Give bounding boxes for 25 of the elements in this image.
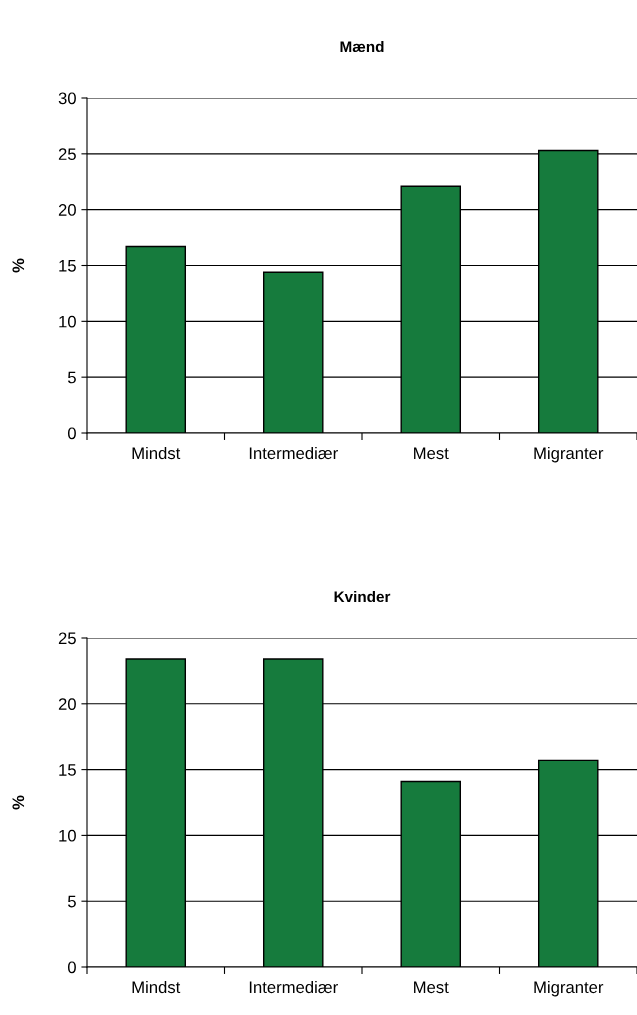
y-tick-label: 10 [59, 829, 76, 842]
y-tick-label: 5 [67, 895, 76, 908]
y-tick-label: 15 [59, 260, 76, 272]
y-tick-label: 20 [58, 698, 76, 710]
y-axis-title: % [12, 795, 25, 810]
y-tick-label: 15 [59, 764, 76, 776]
y-tick-label: 0 [67, 427, 76, 440]
y-tick-label: 5 [67, 371, 76, 384]
x-tick-label: Mest [414, 447, 449, 460]
x-tick-label: Migranter [534, 446, 604, 463]
y-tick-label: 20 [58, 204, 76, 216]
x-tick-label: Intermediær [249, 980, 338, 994]
x-tick-label: Mindst [132, 980, 181, 994]
x-tick-label: Migranter [534, 980, 604, 997]
y-tick-label: 25 [58, 148, 76, 161]
y-axis-title: % [12, 258, 25, 273]
y-tick-label: 0 [67, 961, 76, 974]
x-tick-label: Mest [414, 981, 449, 994]
y-tick-label: 10 [59, 315, 76, 328]
y-tick-label: 30 [58, 92, 76, 105]
chart-title: Kvinder [334, 590, 391, 603]
x-tick-label: Mindst [132, 446, 181, 460]
x-tick-label: Intermediær [249, 446, 338, 460]
y-tick-label: 25 [58, 632, 76, 645]
chart-title: Mænd [340, 40, 384, 53]
